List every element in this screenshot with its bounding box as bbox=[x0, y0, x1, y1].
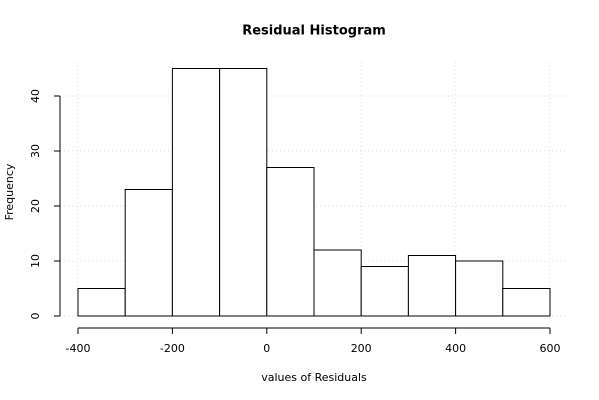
bar bbox=[171, 68, 221, 317]
y-tick-label: 10 bbox=[29, 254, 42, 268]
bar bbox=[407, 255, 457, 317]
bar bbox=[313, 249, 362, 317]
y-tick-label: 30 bbox=[29, 144, 42, 158]
x-tick-label: 0 bbox=[263, 342, 270, 355]
chart-title: Residual Histogram bbox=[242, 24, 386, 39]
bar bbox=[360, 266, 409, 317]
x-tick-label: -200 bbox=[160, 342, 185, 355]
bar bbox=[502, 288, 551, 317]
bar bbox=[455, 260, 504, 317]
x-tick-label: 400 bbox=[445, 342, 466, 355]
y-axis-label: Frequency bbox=[3, 163, 16, 220]
y-tick-label: 20 bbox=[29, 199, 42, 213]
x-tick-label: 200 bbox=[351, 342, 372, 355]
bar bbox=[219, 68, 268, 317]
x-tick-label: 600 bbox=[540, 342, 561, 355]
y-tick-label: 0 bbox=[29, 313, 42, 320]
x-axis-label: values of Residuals bbox=[261, 371, 367, 384]
bar bbox=[124, 189, 173, 317]
x-tick-label: -400 bbox=[66, 342, 91, 355]
bar bbox=[77, 288, 126, 317]
bar bbox=[266, 167, 315, 317]
y-tick-label: 40 bbox=[29, 89, 42, 103]
